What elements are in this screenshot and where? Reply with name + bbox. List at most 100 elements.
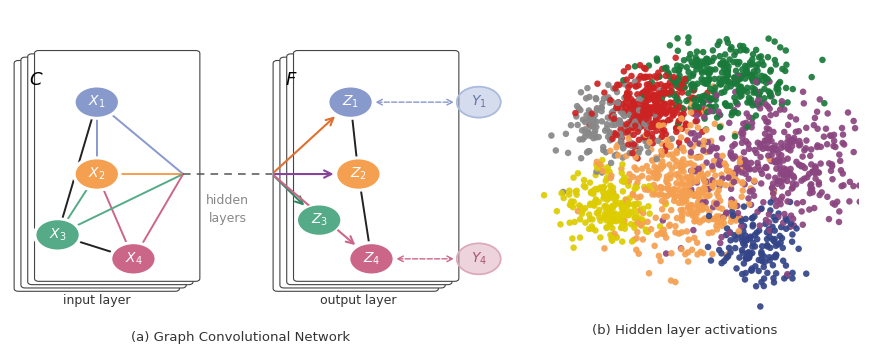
Point [596,144,610,150]
Point [685,213,699,219]
Point [731,210,745,216]
Point [611,100,625,105]
Point [676,81,690,86]
Point [712,180,726,185]
Point [723,168,737,174]
Point [675,115,689,121]
Point [661,83,675,88]
Point [578,205,592,211]
Point [719,85,733,91]
Point [637,119,651,125]
Point [679,122,693,128]
Point [610,234,623,239]
Point [698,216,712,221]
Point [672,99,686,105]
Point [766,214,780,220]
Point [694,169,708,175]
Point [714,61,728,66]
Point [684,202,698,208]
Point [616,239,630,244]
Text: $Z_1$: $Z_1$ [342,94,359,110]
Point [592,214,606,220]
Point [663,191,677,196]
Point [651,232,664,238]
Point [637,89,651,94]
Point [656,152,670,158]
Point [651,108,665,113]
Point [743,60,757,65]
Point [705,146,719,152]
Point [657,66,671,71]
Point [696,94,710,99]
Point [737,261,751,266]
Point [762,79,776,84]
Point [748,89,762,95]
Point [703,149,717,154]
Point [767,39,781,44]
Point [730,265,744,271]
Point [664,117,678,122]
Point [699,110,713,115]
Point [766,129,780,135]
Point [769,62,783,67]
Point [596,100,610,106]
Point [597,215,611,221]
Point [603,98,617,103]
Point [654,111,668,117]
Point [603,232,617,238]
Point [638,101,652,107]
Point [638,102,652,107]
Point [674,86,688,91]
Point [773,233,787,239]
Point [676,83,690,88]
Point [562,192,576,197]
Point [651,93,665,98]
Point [763,69,777,74]
Point [636,99,650,104]
Point [687,85,701,91]
Point [821,111,835,116]
Point [617,95,631,101]
Point [605,204,619,210]
Point [651,58,664,64]
Point [766,148,780,153]
Point [761,36,775,41]
Point [719,101,732,106]
Point [717,220,731,226]
Point [568,219,582,225]
Point [732,73,746,78]
Point [749,64,763,70]
Point [749,283,763,289]
Point [655,90,669,96]
Text: (a) Graph Convolutional Network: (a) Graph Convolutional Network [131,331,351,344]
Point [722,79,736,84]
Point [593,162,607,167]
Point [699,61,713,66]
Point [759,145,773,151]
Point [742,202,756,207]
Point [629,212,643,218]
Point [769,271,783,276]
Point [625,239,639,244]
Point [672,191,686,197]
Point [610,200,623,205]
Point [716,58,730,64]
Point [692,154,706,159]
Point [719,163,733,169]
Point [601,134,615,139]
Point [622,142,636,147]
Point [654,166,668,172]
Point [652,172,666,178]
Point [704,258,718,263]
Point [692,133,706,138]
Point [688,103,702,108]
Point [555,191,569,196]
Point [623,82,637,88]
Point [698,93,712,98]
Point [635,115,649,120]
Point [755,100,769,105]
Point [663,43,677,48]
Point [612,121,626,127]
Point [800,271,814,277]
Point [767,236,781,242]
